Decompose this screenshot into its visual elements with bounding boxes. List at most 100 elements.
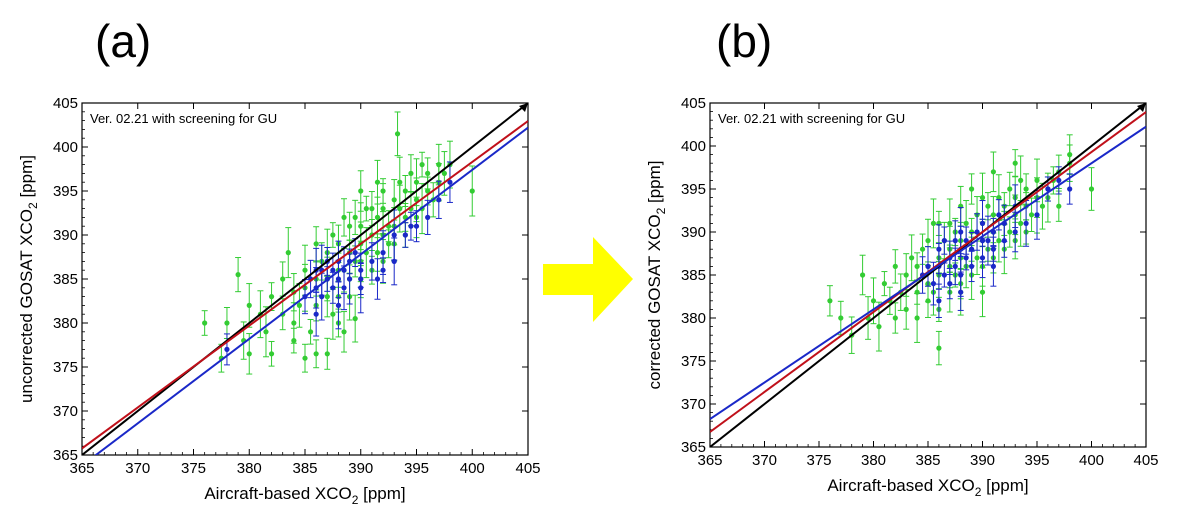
data-point-green <box>402 188 408 194</box>
data-point-blue <box>330 267 336 273</box>
data-point-blue <box>1045 186 1051 192</box>
y-tick-label: 390 <box>53 227 78 244</box>
data-point-blue <box>402 232 408 238</box>
data-point-green <box>313 241 319 247</box>
x-axis-label-sub: 2 <box>352 493 359 507</box>
data-point-green <box>235 272 241 278</box>
blue-line <box>94 126 528 455</box>
data-point-blue <box>413 223 420 229</box>
data-point-blue <box>408 223 414 229</box>
arrow-shape <box>543 237 633 322</box>
data-point-green <box>903 306 909 312</box>
data-point-green <box>1056 203 1062 209</box>
y-tick-label: 405 <box>53 95 78 112</box>
data-point-green <box>302 355 308 361</box>
data-point-blue <box>1012 229 1018 235</box>
data-point-green <box>969 229 975 235</box>
data-point-green <box>925 238 931 244</box>
data-point-green <box>313 351 319 357</box>
data-point-green <box>369 206 375 212</box>
data-point-blue <box>930 281 937 287</box>
data-point-green <box>919 246 926 252</box>
data-point-green <box>881 281 887 287</box>
x-axis-label: Aircraft-based XCO2 [ppm] <box>827 476 1028 499</box>
data-point-blue <box>974 229 980 235</box>
y-tick-label: 380 <box>681 310 706 327</box>
data-point-green <box>413 179 420 185</box>
data-point-blue <box>996 212 1002 218</box>
plot-area <box>710 103 1146 447</box>
x-tick-label: 390 <box>348 460 373 477</box>
data-point-blue <box>1023 220 1029 226</box>
data-point-green <box>985 203 991 209</box>
data-point-green <box>860 272 866 278</box>
data-point-green <box>996 238 1002 244</box>
data-point-green <box>1039 203 1046 209</box>
data-point-green <box>1023 186 1029 192</box>
scatter-chart-a: 365 370 375 380 385 390 395 400 405 365 370 375 380 3… <box>17 95 541 507</box>
y-tick-label: 375 <box>53 359 78 376</box>
y-axis-label-unit: [ppm] <box>645 160 664 207</box>
y-tick-label: 385 <box>53 271 78 288</box>
x-tick-label: 400 <box>460 460 485 477</box>
data-point-green <box>979 289 986 295</box>
data-point-blue <box>313 311 319 317</box>
data-point-green <box>827 298 833 304</box>
x-tick-label: 385 <box>915 452 940 469</box>
data-point-blue <box>447 179 453 185</box>
data-point-green <box>374 250 381 256</box>
data-point-blue <box>958 289 964 295</box>
x-tick-label: 405 <box>1133 452 1158 469</box>
y-axis-label-sub: 2 <box>654 207 668 214</box>
data-point-blue <box>374 276 381 282</box>
x-axis-label-sub: 2 <box>975 485 982 499</box>
data-point-green <box>903 272 909 278</box>
data-point-green <box>347 223 353 229</box>
x-axis-label-main: Aircraft-based XCO <box>204 484 351 503</box>
x-tick-label: 385 <box>292 460 317 477</box>
data-point-green <box>280 276 286 282</box>
y-axis-label: corrected GOSAT XCO2 [ppm] <box>645 160 668 389</box>
right-arrow-icon <box>543 237 633 322</box>
x-axis-label-unit: [ppm] <box>358 484 405 503</box>
data-point-green <box>397 179 403 185</box>
data-point-green <box>307 329 314 335</box>
data-point-green <box>914 263 920 269</box>
data-point-blue <box>358 285 364 291</box>
data-point-green <box>380 188 386 194</box>
data-point-green <box>246 302 252 308</box>
y-tick-label: 365 <box>681 439 706 456</box>
data-point-green <box>263 329 269 335</box>
y-tick-label: 370 <box>53 403 78 420</box>
x-tick-label: 405 <box>515 460 540 477</box>
x-tick-label: 395 <box>1024 452 1049 469</box>
y-tick-label: 370 <box>681 396 706 413</box>
data-point-green <box>930 220 937 226</box>
data-point-blue <box>1034 212 1040 218</box>
data-point-blue <box>330 285 336 291</box>
data-point-green <box>947 220 953 226</box>
data-point-green <box>909 255 915 261</box>
panel-label-b: (b) <box>716 15 773 67</box>
data-point-green <box>386 241 392 247</box>
x-tick-label: 375 <box>806 452 831 469</box>
data-point-green <box>425 188 431 194</box>
data-point-green <box>352 214 358 220</box>
data-point-blue <box>425 214 431 220</box>
data-point-green <box>1007 229 1013 235</box>
panel-label-a: (a) <box>95 15 152 67</box>
data-point-green <box>892 263 898 269</box>
x-tick-label: 400 <box>1079 452 1104 469</box>
data-point-green <box>963 220 969 226</box>
data-point-green <box>1018 220 1024 226</box>
series-blue <box>919 166 1073 318</box>
blue-line <box>710 125 1146 420</box>
data-point-blue <box>335 302 342 308</box>
data-point-blue <box>380 267 386 273</box>
x-axis-label: Aircraft-based XCO2 [ppm] <box>204 484 405 507</box>
data-point-green <box>996 195 1002 201</box>
x-tick-label: 370 <box>752 452 777 469</box>
data-point-green <box>974 255 980 261</box>
y-tick-label: 365 <box>53 447 78 464</box>
y-axis-label-sub: 2 <box>26 202 40 209</box>
